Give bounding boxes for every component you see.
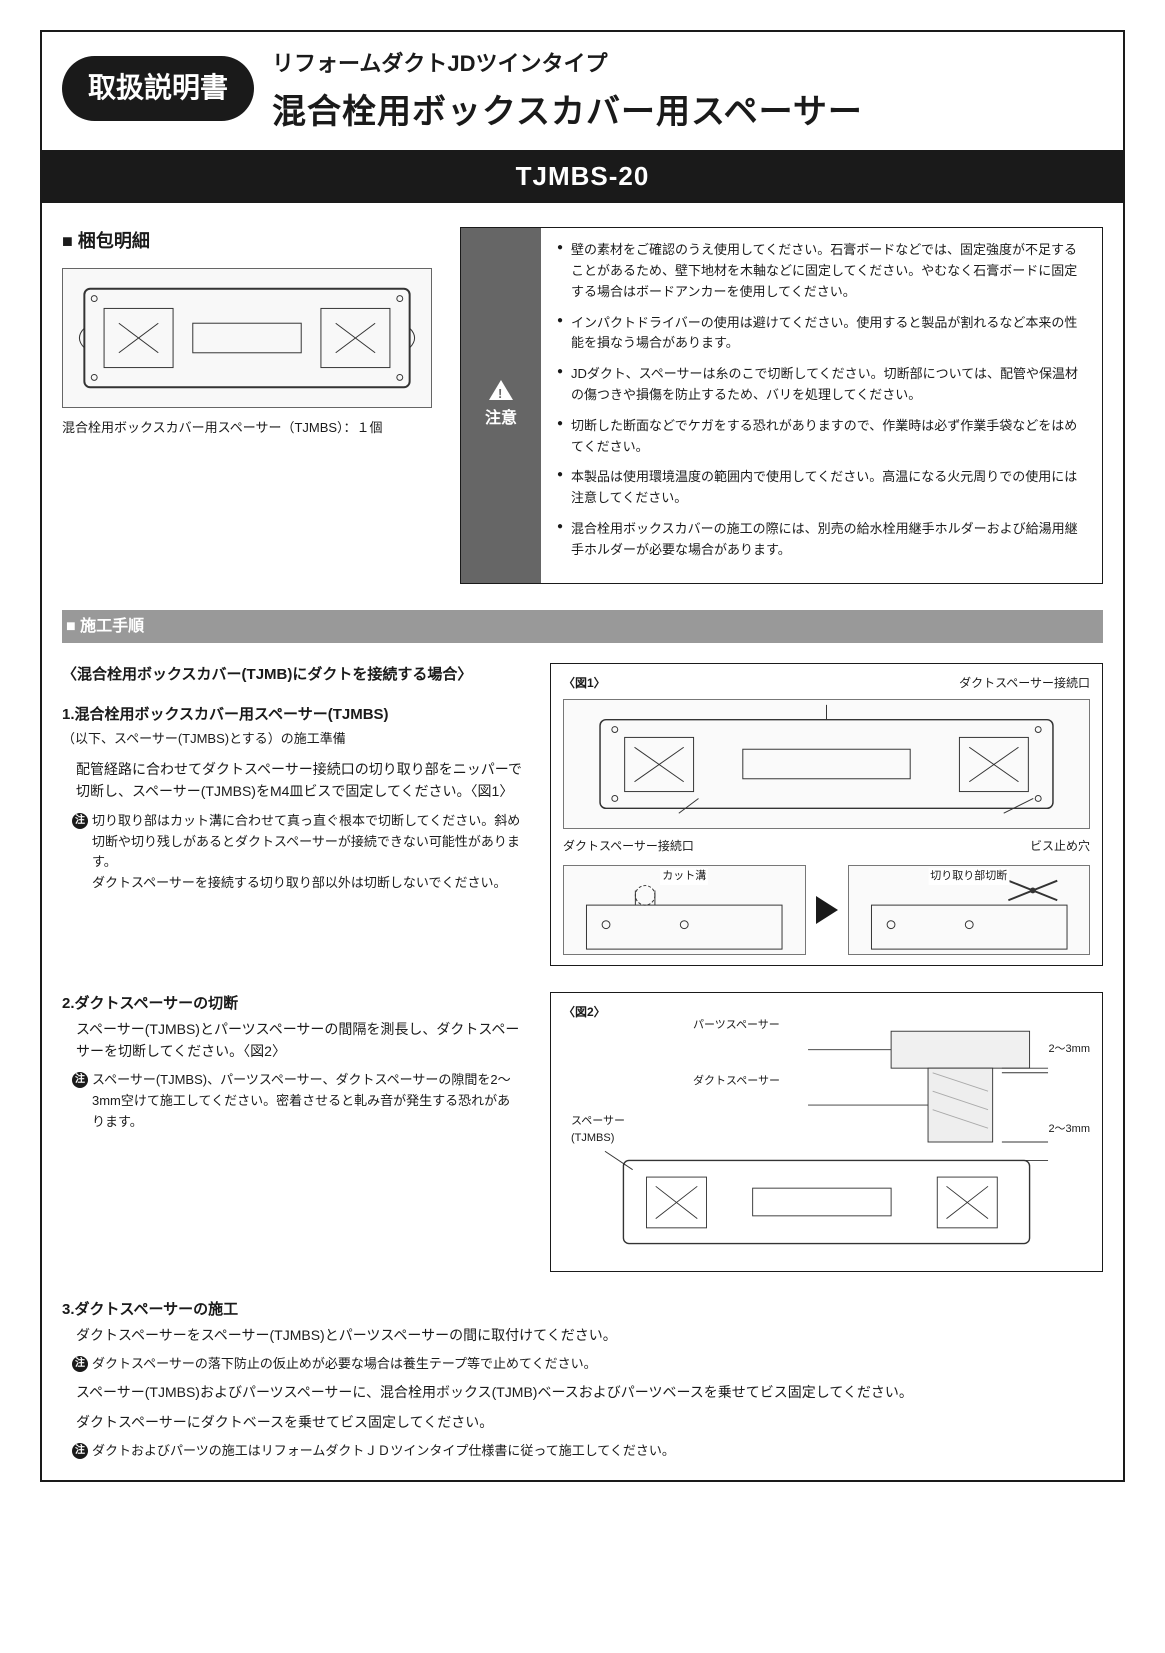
- caution-item: 壁の素材をご確認のうえ使用してください。石膏ボードなどでは、固定強度が不足するこ…: [557, 240, 1086, 302]
- step2-note: 注 スペーサー(TJMBS)、パーツスペーサー、ダクトスペーサーの隙間を2〜3m…: [62, 1070, 522, 1132]
- note-badge-icon: 注: [72, 1072, 88, 1088]
- note-badge-icon: 注: [72, 813, 88, 829]
- warning-triangle-icon: [489, 380, 513, 400]
- caution-body: 壁の素材をご確認のうえ使用してください。石膏ボードなどでは、固定強度が不足するこ…: [541, 228, 1102, 582]
- fig1-main-diagram: [563, 699, 1090, 829]
- step3-line2: スペーサー(TJMBS)およびパーツスペーサーに、混合栓用ボックス(TJMB)ベ…: [62, 1381, 1103, 1403]
- fig1-br-label: ビス止め穴: [1030, 837, 1090, 856]
- step1-body: 配管経路に合わせてダクトスペーサー接続口の切り取り部をニッパーで切断し、スペーサ…: [62, 758, 522, 803]
- model-bar: TJMBS-20: [42, 150, 1123, 204]
- arrow-right-icon: [816, 896, 838, 924]
- caution-box: 注意 壁の素材をご確認のうえ使用してください。石膏ボードなどでは、固定強度が不足…: [460, 227, 1103, 583]
- title-column: リフォームダクトJDツインタイプ 混合栓用ボックスカバー用スペーサー: [272, 46, 863, 140]
- document-frame: 取扱説明書 リフォームダクトJDツインタイプ 混合栓用ボックスカバー用スペーサー…: [40, 30, 1125, 1482]
- procedure-bar: 施工手順: [62, 610, 1103, 644]
- step2-note-text: スペーサー(TJMBS)、パーツスペーサー、ダクトスペーサーの隙間を2〜3mm空…: [92, 1072, 511, 1129]
- step3-note2-text: ダクトおよびパーツの施工はリフォームダクトＪＤツインタイプ仕様書に従って施工して…: [92, 1443, 675, 1458]
- figure-2: 〈図2〉: [550, 992, 1103, 1272]
- step3-note1-text: ダクトスペーサーの落下防止の仮止めが必要な場合は養生テープ等で止めてください。: [92, 1356, 597, 1371]
- note-badge-icon: 注: [72, 1443, 88, 1459]
- header: 取扱説明書 リフォームダクトJDツインタイプ 混合栓用ボックスカバー用スペーサー: [42, 32, 1123, 150]
- caution-tab: 注意: [461, 228, 541, 582]
- caution-item: インパクトドライバーの使用は避けてください。使用すると製品が割れるなど本来の性能…: [557, 313, 1086, 355]
- fig1-cut-before: カット溝: [563, 865, 806, 955]
- fig2-svg-icon: [563, 1022, 1090, 1262]
- fig1-label: 〈図1〉: [563, 674, 606, 693]
- caution-label: 注意: [485, 406, 517, 432]
- top-row: 梱包明細: [62, 227, 1103, 583]
- caution-item: 本製品は使用環境温度の範囲内で使用してください。高温になる火元周りでの使用には注…: [557, 467, 1086, 509]
- step3-head: 3.ダクトスペーサーの施工: [62, 1298, 1103, 1322]
- step1-note: 注 切り取り部はカット溝に合わせて真っ直ぐ根本で切断してください。斜め切断や切り…: [62, 811, 522, 894]
- fig2-gap1-label: 2〜3mm: [1046, 1041, 1092, 1059]
- note-badge-icon: 注: [72, 1356, 88, 1372]
- fig2-spacer-label: スペーサー (TJMBS): [569, 1113, 627, 1148]
- step3-line3: ダクトスペーサーにダクトベースを乗せてビス固定してください。: [62, 1411, 1103, 1433]
- step3-note1: 注 ダクトスペーサーの落下防止の仮止めが必要な場合は養生テープ等で止めてください…: [62, 1354, 1103, 1375]
- step2-row: 2.ダクトスペーサーの切断 スペーサー(TJMBS)とパーツスペーサーの間隔を測…: [62, 992, 1103, 1272]
- case-title: 〈混合栓用ボックスカバー(TJMB)にダクトを接続する場合〉: [62, 663, 522, 687]
- fig1-bl-label: ダクトスペーサー接続口: [563, 837, 694, 856]
- caution-item: 混合栓用ボックスカバーの施工の際には、別売の給水栓用継手ホルダーおよび給湯用継手…: [557, 519, 1086, 561]
- step2-body: スペーサー(TJMBS)とパーツスペーサーの間隔を測長し、ダクトスペーサーを切断…: [62, 1018, 522, 1063]
- spacer-diagram-icon: [63, 269, 431, 407]
- product-figure: [62, 268, 432, 408]
- fig2-label: 〈図2〉: [563, 1005, 606, 1019]
- fig2-duct-label: ダクトスペーサー: [691, 1073, 782, 1091]
- packing-column: 梱包明細: [62, 227, 432, 439]
- caution-list: 壁の素材をご確認のうえ使用してください。石膏ボードなどでは、固定強度が不足するこ…: [557, 240, 1086, 560]
- fig1-top-label: ダクトスペーサー接続口: [959, 674, 1090, 699]
- fig1-cut2-label: 切り取り部切断: [928, 868, 1009, 886]
- fig1-svg-icon: [564, 700, 1089, 828]
- fig2-gap2-label: 2〜3mm: [1046, 1121, 1092, 1139]
- step3-line1: ダクトスペーサーをスペーサー(TJMBS)とパーツスペーサーの間に取付けてくださ…: [62, 1324, 1103, 1346]
- caution-item: 切断した断面などでケガをする恐れがありますので、作業時は必ず作業手袋などをはめて…: [557, 416, 1086, 458]
- content: 梱包明細: [42, 203, 1123, 1480]
- fig1-cut-after: 切り取り部切断: [848, 865, 1091, 955]
- manual-pill: 取扱説明書: [62, 56, 254, 121]
- step2-text: 2.ダクトスペーサーの切断 スペーサー(TJMBS)とパーツスペーサーの間隔を測…: [62, 992, 522, 1139]
- step3-note2: 注 ダクトおよびパーツの施工はリフォームダクトＪＤツインタイプ仕様書に従って施工…: [62, 1441, 1103, 1462]
- packing-title: 梱包明細: [62, 227, 432, 256]
- product-subtitle: リフォームダクトJDツインタイプ: [272, 46, 863, 81]
- caution-item: JDダクト、スペーサーは糸のこで切断してください。切断部については、配管や保温材…: [557, 364, 1086, 406]
- step3-block: 3.ダクトスペーサーの施工 ダクトスペーサーをスペーサー(TJMBS)とパーツス…: [62, 1298, 1103, 1463]
- product-title: 混合栓用ボックスカバー用スペーサー: [272, 85, 863, 139]
- step1-note-text: 切り取り部はカット溝に合わせて真っ直ぐ根本で切断してください。斜め切断や切り残し…: [92, 813, 520, 890]
- step1-text: 〈混合栓用ボックスカバー(TJMB)にダクトを接続する場合〉 1.混合栓用ボック…: [62, 663, 522, 900]
- packing-caption: 混合栓用ボックスカバー用スペーサー（TJMBS）：１個: [62, 418, 432, 439]
- fig1-cut-label: カット溝: [660, 868, 708, 886]
- fig2-parts-label: パーツスペーサー: [691, 1017, 782, 1035]
- step2-head: 2.ダクトスペーサーの切断: [62, 992, 522, 1016]
- step1-row: 〈混合栓用ボックスカバー(TJMB)にダクトを接続する場合〉 1.混合栓用ボック…: [62, 663, 1103, 965]
- step1-head: 1.混合栓用ボックスカバー用スペーサー(TJMBS): [62, 703, 522, 727]
- fig1-bottom-row: カット溝 切り取り部切断: [563, 865, 1090, 955]
- figure-1: 〈図1〉 ダクトスペーサー接続口: [550, 663, 1103, 965]
- step1-sub: （以下、スペーサー(TJMBS)とする）の施工準備: [62, 729, 522, 750]
